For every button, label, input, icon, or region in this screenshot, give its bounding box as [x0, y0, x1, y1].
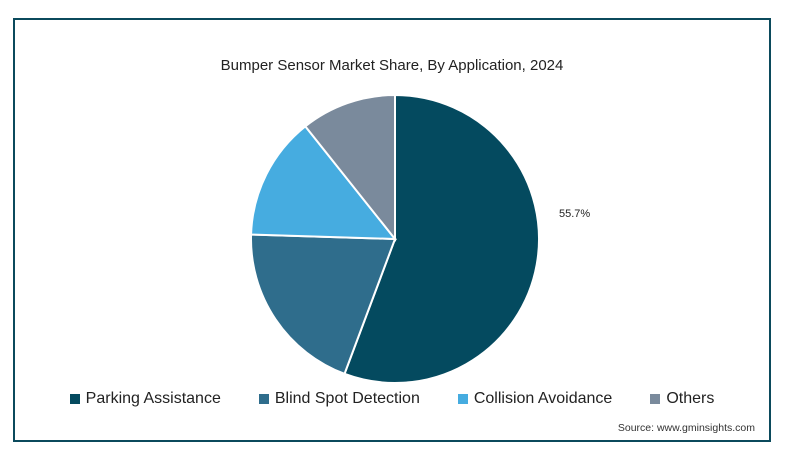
- legend-label: Parking Assistance: [85, 390, 221, 407]
- legend: Parking Assistance Blind Spot Detection …: [15, 390, 769, 408]
- legend-item-collision-avoidance: Collision Avoidance: [457, 390, 613, 408]
- legend-label: Collision Avoidance: [473, 390, 613, 407]
- legend-swatch: [69, 394, 80, 404]
- legend-item-blind-spot-detection: Blind Spot Detection: [258, 390, 420, 408]
- pie-slice-parking-assistance: [343, 93, 541, 384]
- chart-frame: Bumper Sensor Market Share, By Applicati…: [13, 18, 771, 442]
- legend-swatch: [457, 394, 468, 404]
- slice-data-label: 55.7%: [559, 208, 590, 220]
- legend-label: Others: [666, 390, 715, 407]
- source-note: Source: www.gminsights.com: [617, 422, 755, 434]
- pie-slice-blind-spot-detection: [250, 233, 397, 376]
- legend-swatch: [650, 394, 661, 404]
- pie-slice-others: [303, 93, 396, 242]
- pie-chart: 55.7%: [250, 93, 590, 384]
- legend-item-others: Others: [650, 390, 714, 408]
- legend-swatch: [258, 394, 269, 404]
- pie-slice-collision-avoidance: [250, 124, 398, 241]
- chart-title: Bumper Sensor Market Share, By Applicati…: [220, 57, 564, 74]
- legend-item-parking-assistance: Parking Assistance: [69, 390, 221, 408]
- legend-label: Blind Spot Detection: [274, 390, 420, 407]
